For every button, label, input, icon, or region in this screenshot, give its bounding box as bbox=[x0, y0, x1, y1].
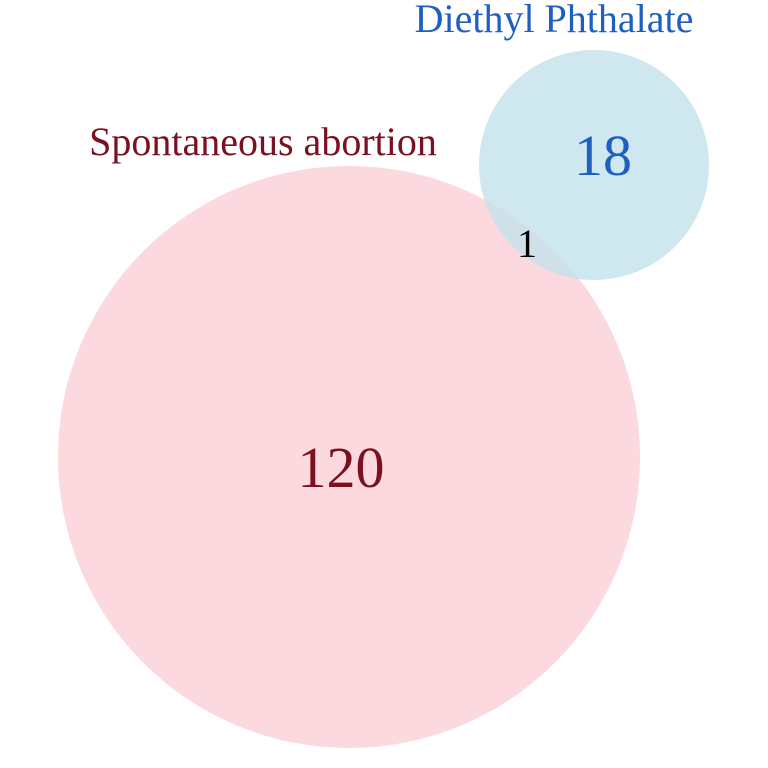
diethyl-phthalate-only-count: 18 bbox=[574, 123, 632, 188]
spontaneous-abortion-circle bbox=[58, 166, 640, 748]
diethyl-phthalate-circle bbox=[479, 50, 709, 280]
spontaneous-abortion-label: Spontaneous abortion bbox=[89, 119, 437, 164]
spontaneous-abortion-only-count: 120 bbox=[298, 435, 385, 500]
intersection-count: 1 bbox=[517, 221, 537, 266]
diethyl-phthalate-label: Diethyl Phthalate bbox=[415, 0, 694, 41]
